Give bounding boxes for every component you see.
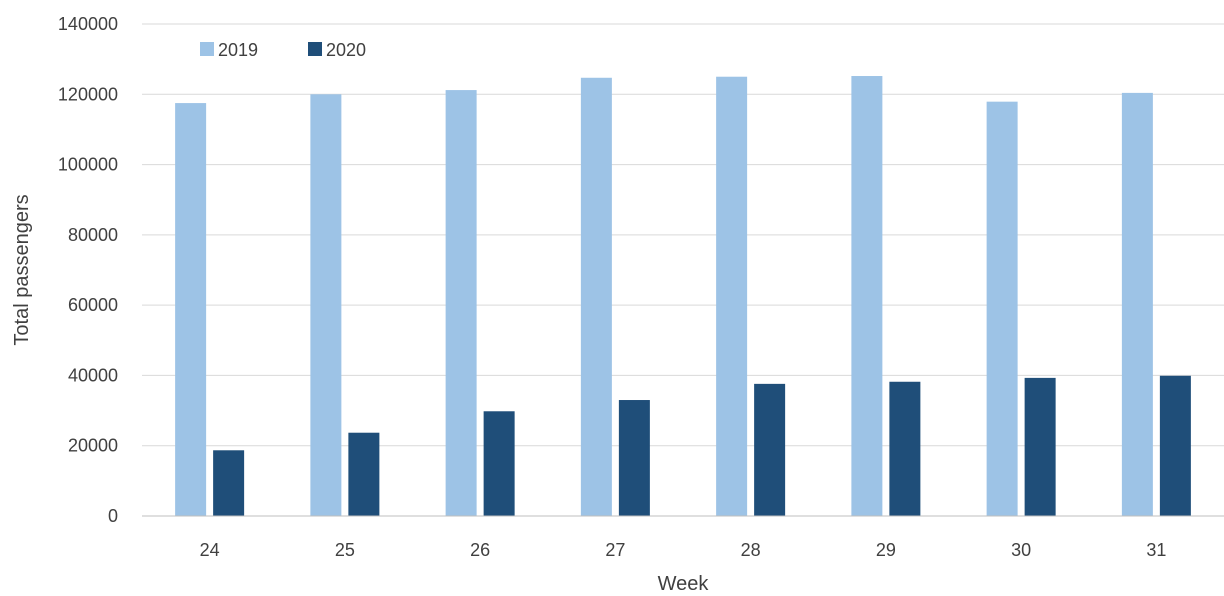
gridlines xyxy=(142,23,1224,447)
y-tick-label: 120000 xyxy=(58,84,118,104)
y-tick-label: 40000 xyxy=(68,365,118,385)
legend-label-2020: 2020 xyxy=(326,40,366,60)
x-tick-label: 29 xyxy=(876,540,896,560)
bar-2019-week-24 xyxy=(175,103,207,517)
y-tick-label: 100000 xyxy=(58,155,118,175)
x-axis-title: Week xyxy=(658,573,710,595)
x-tick-label: 27 xyxy=(605,540,625,560)
bar-2020-week-26 xyxy=(483,411,515,516)
bar-2020-week-31 xyxy=(1159,375,1191,516)
legend-swatch-2020 xyxy=(308,42,322,56)
x-tick-label: 25 xyxy=(335,540,355,560)
x-tick-label: 31 xyxy=(1146,540,1166,560)
x-tick-label: 30 xyxy=(1011,540,1031,560)
bar-2020-week-27 xyxy=(618,400,650,516)
bar-2019-week-29 xyxy=(851,76,883,517)
bar-2019-week-28 xyxy=(716,76,748,516)
x-tick-label: 24 xyxy=(200,540,220,560)
y-tick-label: 60000 xyxy=(68,295,118,315)
y-tick-label: 20000 xyxy=(68,436,118,456)
bar-2019-week-26 xyxy=(445,90,477,516)
y-tick-label: 0 xyxy=(108,506,118,526)
x-tick-label: 28 xyxy=(741,540,761,560)
y-axis-title: Total passengers xyxy=(11,194,33,345)
x-axis-ticks: 24 25 26 27 28 29 30 31 xyxy=(200,540,1167,560)
bar-2020-week-25 xyxy=(348,432,380,516)
bar-2019-week-31 xyxy=(1121,92,1153,516)
x-tick-label: 26 xyxy=(470,540,490,560)
y-tick-label: 80000 xyxy=(68,225,118,245)
bar-2019-week-30 xyxy=(986,101,1018,516)
legend: 2019 2020 xyxy=(200,40,366,60)
legend-label-2019: 2019 xyxy=(218,40,258,60)
bar-2019-week-25 xyxy=(310,94,342,517)
bar-2020-week-24 xyxy=(213,450,245,516)
y-axis-ticks: 0 20000 40000 60000 80000 100000 120000 140000 xyxy=(58,14,118,526)
y-tick-label: 140000 xyxy=(58,14,118,34)
bar-2020-week-28 xyxy=(754,383,786,516)
bar-2020-week-29 xyxy=(889,381,921,516)
bar-2020-week-30 xyxy=(1024,377,1056,516)
bars xyxy=(175,76,1191,517)
bar-2019-week-27 xyxy=(580,77,612,517)
legend-swatch-2019 xyxy=(200,42,214,56)
